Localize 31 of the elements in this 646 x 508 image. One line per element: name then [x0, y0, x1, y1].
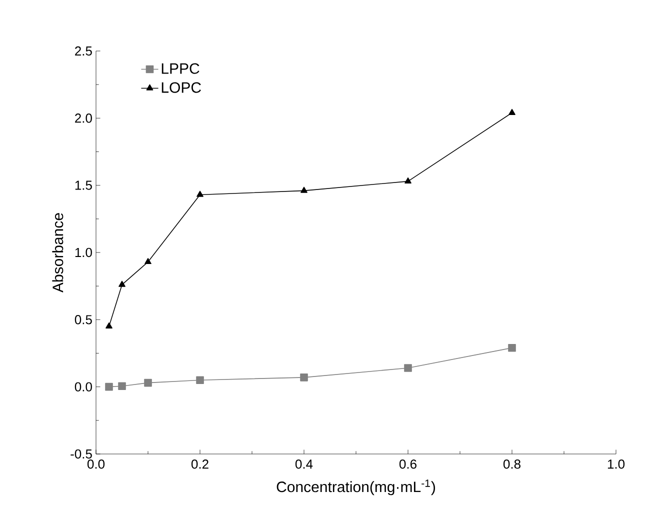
point [196, 376, 204, 384]
point [300, 374, 308, 382]
legend-label: LOPC [162, 82, 201, 93]
y-axis-title: Absorbance [52, 213, 64, 292]
y-tick-label: 1.0 [75, 248, 92, 258]
y-tick-label: 0.5 [74, 315, 92, 324]
y-tick-label: 1.5 [75, 180, 92, 190]
x-tick-label: 1.0 [608, 460, 625, 469]
x-tick-label: 0.2 [191, 460, 208, 469]
point [106, 322, 112, 329]
x-axis-title: Concentration(mg·mL$^{-1}$) [276, 480, 436, 496]
x-tick-label: 0.4 [295, 460, 313, 469]
point [196, 190, 204, 197]
point [508, 108, 516, 115]
y-tick-label: -0.5 [70, 449, 92, 459]
point [144, 258, 152, 264]
legend-label: LPPC [162, 63, 200, 74]
point [508, 344, 516, 352]
point [144, 378, 152, 387]
y-tick-label: 2.0 [75, 114, 92, 123]
x-tick-label: 0.0 [87, 460, 105, 469]
x-tick-label: 0.6 [399, 460, 416, 469]
y-tick-label: 2.5 [75, 46, 92, 56]
point [105, 382, 113, 391]
y-tick-label: 0.0 [74, 382, 92, 392]
point [404, 364, 412, 372]
point [118, 382, 126, 390]
point [118, 280, 126, 287]
x-tick-label: 0.8 [503, 460, 520, 469]
point [404, 177, 412, 184]
point [300, 186, 308, 193]
